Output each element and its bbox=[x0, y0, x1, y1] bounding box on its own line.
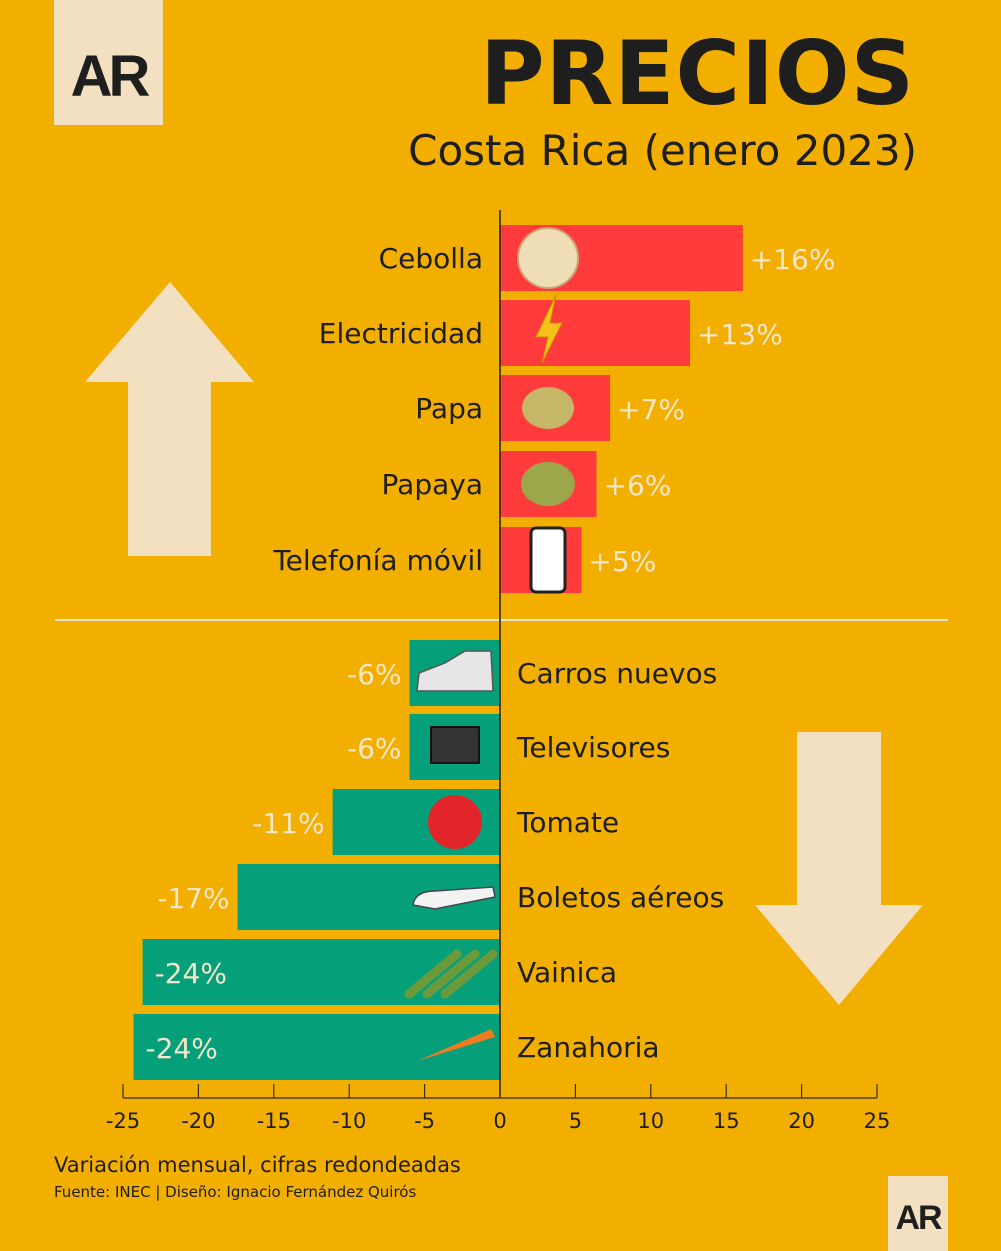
bar-group: Carros nuevos -6% bbox=[347, 640, 717, 706]
category-label: Zanahoria bbox=[517, 1031, 660, 1064]
value-label: +7% bbox=[617, 393, 685, 426]
source-credit: Fuente: INEC | Diseño: Ignacio Fernández… bbox=[54, 1183, 417, 1201]
x-tick-label: 25 bbox=[864, 1109, 891, 1133]
bar-group: Televisores -6% bbox=[347, 714, 670, 780]
smartphone-icon bbox=[529, 526, 567, 594]
category-label: Papa bbox=[415, 392, 483, 425]
category-label: Televisores bbox=[516, 731, 670, 764]
category-label: Cebolla bbox=[379, 242, 483, 275]
lightning-icon bbox=[535, 294, 563, 364]
category-label: Vainica bbox=[517, 956, 617, 989]
green-bean-icon bbox=[404, 949, 498, 999]
value-label: -24% bbox=[146, 1032, 218, 1065]
category-label: Electricidad bbox=[319, 317, 483, 350]
television-icon bbox=[430, 726, 480, 764]
x-tick-label: 0 bbox=[493, 1109, 506, 1133]
value-label: +13% bbox=[697, 318, 783, 351]
category-label: Telefonía móvil bbox=[272, 544, 483, 577]
bar-group: Tomate -11% bbox=[252, 789, 619, 855]
tomato-icon bbox=[428, 795, 482, 849]
bar-group: Papaya +6% bbox=[382, 451, 672, 517]
car-icon bbox=[416, 650, 494, 692]
value-label: -6% bbox=[347, 658, 402, 691]
x-tick-label: -20 bbox=[181, 1109, 215, 1133]
value-label: -17% bbox=[157, 882, 229, 915]
bar-group: Papa +7% bbox=[415, 375, 685, 441]
down-arrow-icon bbox=[755, 732, 923, 1005]
potato-icon bbox=[522, 387, 574, 429]
bar-group: Vainica -24% bbox=[142, 939, 617, 1005]
logo-bottom: AR bbox=[888, 1176, 948, 1251]
footnote: Variación mensual, cifras redondeadas bbox=[54, 1153, 461, 1177]
x-tick-label: 15 bbox=[713, 1109, 740, 1133]
bar-group: Electricidad +13% bbox=[319, 294, 783, 366]
bar-group: Cebolla +16% bbox=[379, 225, 836, 291]
category-label: Boletos aéreos bbox=[517, 881, 724, 914]
value-label: +6% bbox=[604, 469, 672, 502]
papaya-icon bbox=[521, 462, 575, 506]
x-tick-label: 10 bbox=[637, 1109, 664, 1133]
category-label: Carros nuevos bbox=[517, 657, 717, 690]
airplane-icon bbox=[412, 886, 496, 910]
bar bbox=[500, 300, 691, 366]
value-label: -11% bbox=[252, 807, 324, 840]
value-label: +16% bbox=[750, 243, 836, 276]
x-tick-label: 20 bbox=[788, 1109, 815, 1133]
category-label: Papaya bbox=[382, 468, 483, 501]
bar bbox=[133, 1014, 500, 1080]
page-subtitle: Costa Rica (enero 2023) bbox=[408, 126, 917, 175]
page-title: PRECIOS bbox=[480, 22, 915, 125]
value-label: +5% bbox=[588, 545, 656, 578]
value-label: -6% bbox=[347, 732, 402, 765]
up-arrow-icon bbox=[85, 282, 254, 556]
value-label: -24% bbox=[155, 957, 227, 990]
bar-group: Boletos aéreos -17% bbox=[157, 864, 724, 930]
logo-top: AR bbox=[54, 0, 163, 125]
bar-group: Telefonía móvil +5% bbox=[272, 526, 656, 594]
carrot-icon bbox=[417, 1029, 495, 1061]
x-tick-label: 5 bbox=[569, 1109, 582, 1133]
x-tick-label: -5 bbox=[414, 1109, 435, 1133]
bar-group: Zanahoria -24% bbox=[133, 1014, 660, 1080]
x-tick-label: -15 bbox=[257, 1109, 291, 1133]
x-tick-label: -25 bbox=[106, 1109, 140, 1133]
category-label: Tomate bbox=[516, 806, 619, 839]
x-tick-label: -10 bbox=[332, 1109, 366, 1133]
onion-icon bbox=[517, 227, 579, 289]
